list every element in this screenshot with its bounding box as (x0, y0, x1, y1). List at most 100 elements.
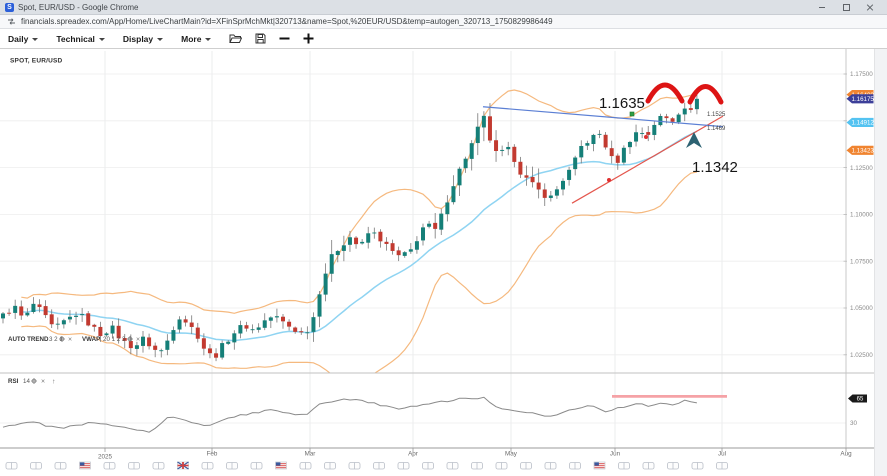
gear-icon[interactable] (31, 378, 37, 384)
maximize-button[interactable] (842, 3, 850, 11)
event-icon[interactable] (618, 462, 630, 470)
pivot-dot (607, 178, 611, 182)
event-icon[interactable] (716, 462, 728, 470)
time-axis-label: Mar (305, 451, 316, 458)
chart-area[interactable]: 1.15251.14691.175001.150001.125001.10000… (0, 49, 887, 476)
zoom-out-button[interactable] (279, 33, 290, 44)
event-icon[interactable] (667, 462, 679, 470)
uk-flag-icon[interactable] (177, 461, 189, 470)
price-axis-label: 1.05000 (850, 305, 873, 312)
tab-switch-icon (8, 18, 15, 25)
gear-icon[interactable] (59, 336, 65, 342)
event-icon[interactable] (348, 462, 361, 470)
event-icon[interactable] (691, 462, 704, 470)
menu-display[interactable]: Display (122, 33, 164, 44)
us-flag-icon[interactable] (275, 461, 287, 470)
menu-technical[interactable]: Technical (56, 34, 105, 44)
us-flag-icon[interactable] (593, 461, 606, 470)
menu-technical-label: Technical (56, 33, 95, 44)
open-folder-icon (229, 34, 243, 43)
event-icon[interactable] (226, 462, 238, 470)
trendline-price-label: 1.1469 (707, 126, 726, 132)
event-icon[interactable] (152, 462, 165, 470)
menu-more-label: More (181, 33, 202, 44)
event-icon[interactable] (422, 462, 434, 470)
close-button[interactable] (866, 3, 874, 11)
chart-canvas[interactable]: 1.15251.14691.175001.150001.125001.10000… (0, 49, 887, 476)
chart-toolbar: Daily Technical Display More (0, 29, 887, 49)
event-icon[interactable] (373, 462, 385, 470)
indicator-params: 20 1 2 3 (103, 336, 126, 343)
event-icon[interactable] (471, 462, 483, 470)
menu-daily-label: Daily (8, 33, 29, 44)
indicator-name: AUTO TREND (8, 336, 49, 343)
event-icon[interactable] (569, 462, 581, 470)
price-axis-label: 1.12500 (850, 165, 873, 172)
time-axis-label: 2025 (98, 454, 113, 461)
zoom-in-button[interactable] (303, 33, 314, 44)
minimize-button[interactable] (818, 3, 826, 11)
close-icon[interactable]: × (68, 336, 72, 343)
event-icon[interactable] (201, 462, 214, 470)
event-icon[interactable] (30, 462, 42, 470)
trendline-price-label: 1.1525 (707, 112, 726, 118)
event-icon[interactable] (5, 462, 18, 470)
close-icon[interactable]: × (136, 336, 140, 343)
address-bar[interactable]: financials.spreadex.com/App/Home/LiveCha… (0, 15, 887, 29)
window-title: Spot, EUR/USD - Google Chrome (18, 2, 139, 12)
page-url: financials.spreadex.com/App/Home/LiveCha… (21, 17, 553, 26)
event-icons-row (5, 461, 728, 470)
time-axis-label: May (505, 451, 518, 458)
site-favicon: S (5, 2, 14, 12)
rsi-plot (2, 394, 727, 433)
gridlines (0, 51, 847, 448)
close-icon[interactable]: × (41, 378, 45, 385)
event-icon[interactable] (250, 462, 263, 470)
event-icon[interactable] (642, 462, 655, 470)
move-up-icon[interactable]: ↑ (52, 379, 56, 386)
gear-icon[interactable] (127, 336, 133, 342)
open-chart-button[interactable] (229, 33, 243, 44)
time-axis-label: Apr (408, 451, 418, 458)
event-icon[interactable] (397, 462, 410, 470)
falling-resistance (482, 106, 724, 128)
rsi-line (2, 396, 697, 433)
double-top-arc (645, 82, 685, 104)
up-arrow-marker (686, 132, 702, 148)
svg-text:65: 65 (857, 397, 864, 403)
save-icon (255, 33, 266, 44)
menu-more[interactable]: More (181, 33, 212, 44)
window-controls (818, 3, 882, 11)
svg-text:14: 14 (23, 378, 30, 385)
event-icon[interactable] (520, 462, 532, 470)
event-icon[interactable] (544, 462, 557, 470)
bollinger-bands (21, 89, 698, 373)
svg-text:1.13423: 1.13423 (852, 148, 875, 155)
plus-icon (303, 33, 314, 44)
chevron-down-icon (157, 37, 164, 41)
vwap-line (21, 130, 698, 342)
us-flag-icon[interactable] (79, 461, 91, 470)
last-price-badge: 1.16175 (846, 94, 874, 104)
event-icon[interactable] (446, 462, 459, 470)
vertical-scrollbar[interactable] (874, 49, 887, 476)
rsi-pane-label: RSI 14 × ↑ (8, 378, 56, 386)
event-icon[interactable] (128, 462, 140, 470)
annotation-text: 1.1342 (692, 159, 738, 176)
price-axis-label: 1.10000 (850, 212, 873, 219)
indicator-labels: AUTO TREND 3 2 1 × VWAP 20 1 2 3 × (8, 336, 140, 343)
rsi-axis-label: 30 (850, 420, 858, 427)
rsi-value-badge: 65 (848, 394, 867, 403)
event-icon[interactable] (299, 462, 312, 470)
annotation-text: 1.1635 (599, 95, 645, 112)
event-icon[interactable] (54, 462, 67, 470)
event-icon[interactable] (103, 462, 116, 470)
indicator-params: 3 2 1 (49, 336, 63, 343)
event-icon[interactable] (324, 462, 336, 470)
event-icon[interactable] (495, 462, 508, 470)
menu-daily[interactable]: Daily (8, 33, 39, 44)
svg-text:1.14912: 1.14912 (852, 120, 875, 127)
annotations: 1.1635 1.1342 (599, 82, 738, 176)
save-button[interactable] (255, 33, 266, 44)
menu-display-label: Display (122, 33, 154, 44)
